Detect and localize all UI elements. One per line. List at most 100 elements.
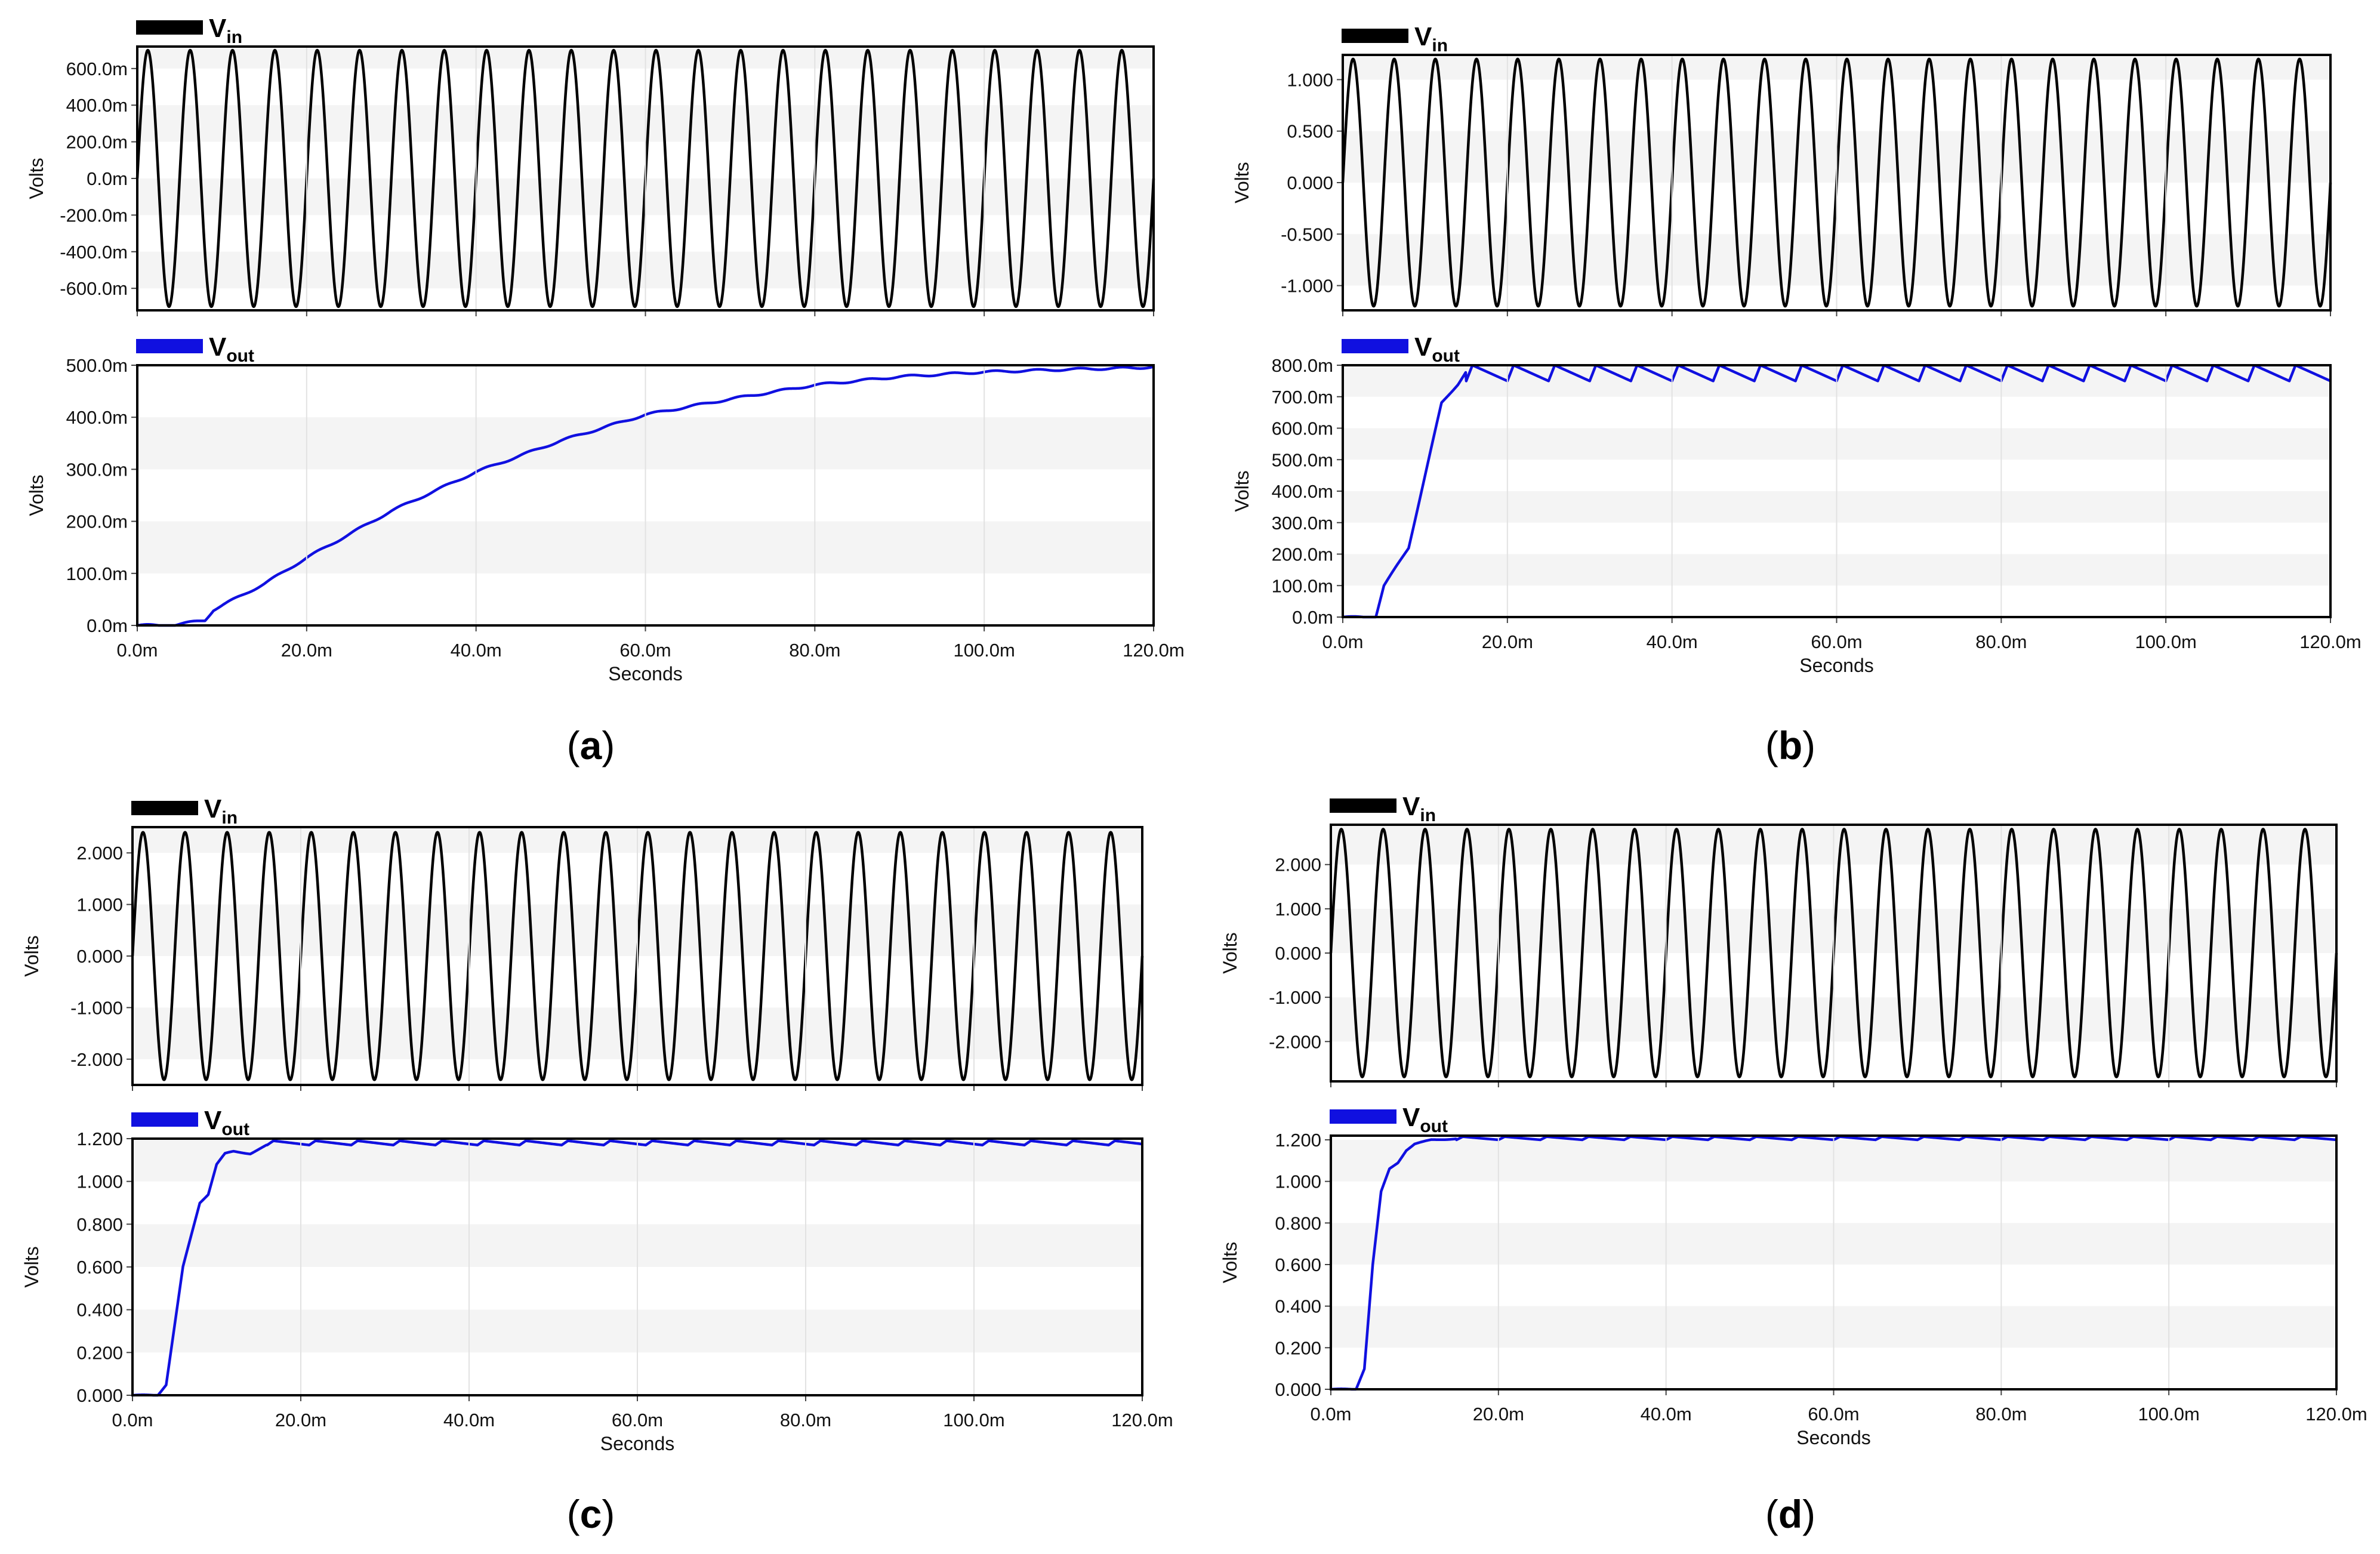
y-tick-label: 0.0m bbox=[87, 615, 128, 636]
x-tick-label: 0.0m bbox=[1311, 1404, 1352, 1424]
x-tick-label: 100.0m bbox=[2135, 631, 2196, 652]
y-tick-label: 0.000 bbox=[76, 946, 123, 967]
panel-b: 1.000 0.500 0.000 -0.500 -1.000 Vin Volts 0.0m 2… bbox=[1231, 22, 2361, 767]
x-tick-label: 120.0m bbox=[1123, 640, 1184, 661]
vin-chart: 2.000 1.000 0.000 -1.000 -2.000 Vin Volts bbox=[1219, 792, 2338, 1087]
y-tick-label: 400.0m bbox=[66, 95, 128, 116]
y-tick-label: 200.0m bbox=[66, 511, 128, 532]
y-axis-label: Volts bbox=[21, 1246, 42, 1287]
y-tick-label: 1.000 bbox=[76, 1171, 123, 1192]
vout-legend-label: Vout bbox=[209, 332, 254, 366]
y-tick-label: 100.0m bbox=[66, 563, 128, 584]
x-tick-label: 60.0m bbox=[1808, 1404, 1859, 1424]
y-tick-label: -400.0m bbox=[60, 242, 128, 263]
panel-caption: (b) bbox=[1765, 723, 1815, 767]
y-tick-label: 0.400 bbox=[1275, 1296, 1321, 1317]
vin-legend-label: Vin bbox=[209, 14, 242, 47]
y-tick-label: 200.0m bbox=[1272, 544, 1333, 565]
y-tick-label: 1.000 bbox=[76, 895, 123, 915]
y-tick-label: 0.200 bbox=[76, 1342, 123, 1363]
y-tick-label: 0.0m bbox=[87, 168, 128, 189]
vin-chart: 1.000 0.500 0.000 -0.500 -1.000 Vin Volts bbox=[1231, 22, 2332, 316]
x-tick-label: 120.0m bbox=[2299, 631, 2361, 652]
y-tick-label: 1.000 bbox=[1275, 1171, 1321, 1192]
y-tick-label: -200.0m bbox=[60, 205, 128, 226]
y-tick-label: 0.800 bbox=[1275, 1213, 1321, 1234]
y-tick-label: 300.0m bbox=[66, 459, 128, 480]
x-axis-label: Seconds bbox=[1799, 655, 1874, 676]
y-tick-label: 0.200 bbox=[1275, 1337, 1321, 1358]
panel-a: 600.0m 400.0m 200.0m 0.0m -200.0m -400.0m -600… bbox=[26, 14, 1185, 767]
x-tick-label: 100.0m bbox=[2138, 1404, 2199, 1424]
y-tick-label: 0.000 bbox=[1287, 172, 1333, 193]
y-tick-label: 100.0m bbox=[1272, 575, 1333, 596]
x-axis-label: Seconds bbox=[600, 1433, 675, 1454]
y-tick-label: 1.200 bbox=[76, 1128, 123, 1149]
y-tick-label: 1.000 bbox=[1287, 69, 1333, 90]
x-tick-label: 60.0m bbox=[619, 640, 671, 661]
y-tick-label: 0.400 bbox=[76, 1300, 123, 1321]
panel-caption: (c) bbox=[567, 1492, 615, 1536]
vin-legend-swatch bbox=[136, 20, 203, 35]
y-tick-label: 400.0m bbox=[1272, 481, 1333, 502]
x-axis-label: Seconds bbox=[608, 663, 683, 684]
x-tick-label: 40.0m bbox=[451, 640, 502, 661]
panel-d: 2.000 1.000 0.000 -1.000 -2.000 Vin Volts 0.0m 2… bbox=[1219, 792, 2367, 1536]
y-tick-label: -600.0m bbox=[60, 278, 128, 299]
y-axis-label: Volts bbox=[1231, 162, 1253, 203]
x-tick-label: 20.0m bbox=[1482, 631, 1533, 652]
x-tick-label: 120.0m bbox=[2305, 1404, 2367, 1424]
y-axis-label: Volts bbox=[21, 935, 42, 976]
x-tick-label: 40.0m bbox=[1641, 1404, 1692, 1424]
x-tick-label: 100.0m bbox=[943, 1410, 1004, 1430]
vin-chart: 600.0m 400.0m 200.0m 0.0m -200.0m -400.0m -600… bbox=[26, 14, 1155, 316]
vin-legend-swatch bbox=[131, 801, 198, 815]
y-tick-label: 200.0m bbox=[66, 132, 128, 153]
vin-chart: 2.000 1.000 0.000 -1.000 -2.000 Vin Volts bbox=[21, 794, 1144, 1091]
y-tick-label: 0.500 bbox=[1287, 121, 1333, 142]
y-tick-label: 2.000 bbox=[76, 843, 123, 864]
x-tick-label: 80.0m bbox=[780, 1410, 831, 1430]
vout-legend-swatch bbox=[136, 339, 203, 353]
plot-frame bbox=[131, 826, 1143, 1086]
x-tick-label: 80.0m bbox=[1975, 631, 2027, 652]
x-axis-label: Seconds bbox=[1796, 1427, 1871, 1448]
y-tick-label: 0.0m bbox=[1292, 607, 1333, 628]
y-tick-label: 600.0m bbox=[1272, 418, 1333, 439]
y-tick-label: -2.000 bbox=[1269, 1031, 1321, 1052]
vout-chart: 0.0m 20.0m 40.0m 60.0m 80.0m 100.0m 120.0m 800.… bbox=[1231, 332, 2361, 676]
y-tick-label: 400.0m bbox=[66, 407, 128, 428]
x-tick-label: 0.0m bbox=[112, 1410, 153, 1430]
x-tick-label: 20.0m bbox=[275, 1410, 326, 1430]
vin-legend-swatch bbox=[1330, 798, 1396, 813]
x-tick-label: 120.0m bbox=[1111, 1410, 1173, 1430]
plot-frame bbox=[1330, 1134, 2338, 1390]
x-tick-label: 40.0m bbox=[1647, 631, 1698, 652]
plot-frame bbox=[1342, 364, 2332, 618]
y-tick-label: 0.600 bbox=[76, 1257, 123, 1278]
plot-frame bbox=[136, 364, 1155, 627]
vout-legend-swatch bbox=[1330, 1109, 1396, 1124]
y-tick-label: 0.800 bbox=[76, 1214, 123, 1235]
vout-chart: 0.0m 20.0m 40.0m 60.0m 80.0m 100.0m 120.0m 1.20… bbox=[21, 1106, 1173, 1454]
vin-legend-label: Vin bbox=[1402, 792, 1436, 825]
panel-caption: (a) bbox=[567, 723, 615, 767]
x-tick-label: 80.0m bbox=[789, 640, 840, 661]
y-tick-label: 500.0m bbox=[1272, 449, 1333, 470]
plot-frame bbox=[136, 45, 1155, 312]
x-tick-label: 40.0m bbox=[443, 1410, 495, 1430]
vout-legend-label: Vout bbox=[1414, 332, 1460, 366]
vout-chart: 0.0m 20.0m 40.0m 60.0m 80.0m 100.0m 120.0m 1.20… bbox=[1219, 1103, 2367, 1448]
vout-legend-label: Vout bbox=[204, 1106, 249, 1139]
x-tick-label: 80.0m bbox=[1975, 1404, 2027, 1424]
vout-chart: 0.0m 20.0m 40.0m 60.0m 80.0m 100.0m 120.0m 500.… bbox=[26, 332, 1185, 684]
y-tick-label: -2.000 bbox=[70, 1049, 123, 1070]
y-tick-label: 0.000 bbox=[76, 1385, 123, 1406]
y-tick-label: -1.000 bbox=[70, 997, 123, 1018]
vout-legend-swatch bbox=[131, 1112, 198, 1127]
y-tick-label: 1.200 bbox=[1275, 1130, 1321, 1151]
x-tick-label: 60.0m bbox=[612, 1410, 663, 1430]
x-tick-label: 20.0m bbox=[281, 640, 332, 661]
panel-caption: (d) bbox=[1765, 1492, 1815, 1536]
